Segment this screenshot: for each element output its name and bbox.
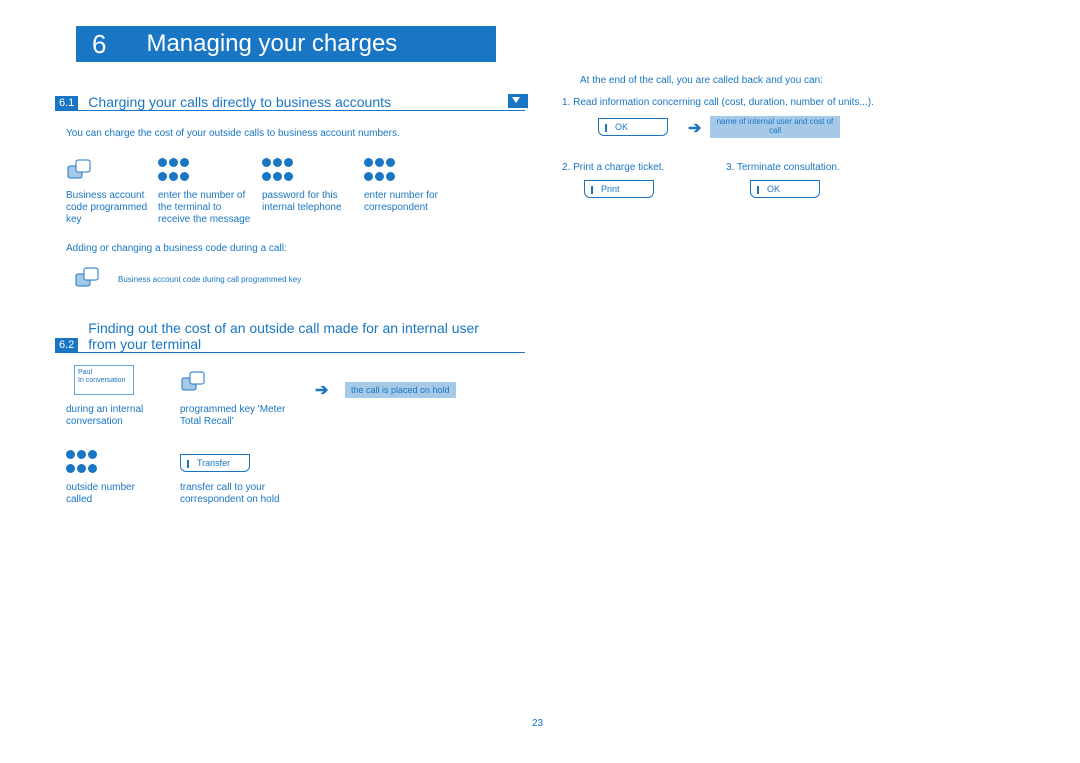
right-intro: At the end of the call, you are called b… bbox=[580, 75, 823, 86]
step-label: enter the number of the terminal to rece… bbox=[158, 190, 253, 226]
display-line2: In conversation bbox=[78, 377, 130, 385]
section-6-1-num: 6.1 bbox=[55, 96, 78, 110]
row1-label-1: during an internal conversation bbox=[66, 404, 161, 428]
softkey-ok-2: OK bbox=[750, 180, 820, 198]
section-6-1-subnote: Adding or changing a business code durin… bbox=[66, 243, 287, 254]
right-item3: 3. Terminate consultation. bbox=[726, 162, 840, 173]
right-item2: 2. Print a charge ticket. bbox=[562, 162, 664, 173]
section-6-1-intro: You can charge the cost of your outside … bbox=[66, 128, 400, 139]
keypad-icon bbox=[66, 450, 98, 476]
chapter-title: Managing your charges bbox=[146, 30, 397, 58]
row1-label-2: programmed key 'Meter Total Recall' bbox=[180, 404, 290, 428]
keypad-icon bbox=[158, 158, 190, 184]
phone-display-icon: Paul In conversation bbox=[74, 365, 134, 395]
row2-keypad bbox=[66, 450, 98, 482]
during-call-label: Business account code during call progra… bbox=[118, 275, 301, 284]
programmed-key-icon bbox=[180, 370, 210, 396]
row2-label-1: outside number called bbox=[66, 482, 156, 506]
section-6-1-title: Charging your calls directly to business… bbox=[88, 94, 391, 110]
arrow-icon: ➔ bbox=[688, 118, 701, 138]
chapter-number: 6 bbox=[92, 29, 106, 60]
row2-label-2: transfer call to your correspondent on h… bbox=[180, 482, 310, 506]
section-6-2-num: 6.2 bbox=[55, 338, 78, 352]
arrow-icon: ➔ bbox=[315, 380, 328, 400]
business-code-during-call: Business account code during call progra… bbox=[74, 266, 301, 292]
section-6-2-header: 6.2 Finding out the cost of an outside c… bbox=[55, 320, 525, 353]
right-item1: 1. Read information concerning call (cos… bbox=[562, 97, 874, 108]
programmed-key-icon bbox=[66, 158, 96, 184]
row1-programmed-key bbox=[180, 370, 210, 404]
softkey-ok-1: OK bbox=[598, 118, 668, 136]
section-marker-icon bbox=[508, 94, 528, 108]
softkey-transfer: Transfer bbox=[180, 454, 250, 472]
step-label: password for this internal telephone bbox=[262, 190, 357, 214]
info-tag: name of internal user and cost of call bbox=[710, 116, 840, 138]
step-enter-terminal-number: enter the number of the terminal to rece… bbox=[158, 158, 253, 226]
keypad-icon bbox=[262, 158, 294, 184]
step-enter-correspondent: enter number for correspondent bbox=[364, 158, 464, 214]
section-6-1-header: 6.1 Charging your calls directly to busi… bbox=[55, 94, 525, 111]
programmed-key-icon bbox=[74, 266, 104, 292]
softkey-print: Print bbox=[584, 180, 654, 198]
step-password: password for this internal telephone bbox=[262, 158, 357, 214]
section-6-2-title: Finding out the cost of an outside call … bbox=[88, 320, 508, 352]
step-label: Business account code programmed key bbox=[66, 190, 156, 226]
step-business-account-code: Business account code programmed key bbox=[66, 158, 156, 226]
page-number: 23 bbox=[532, 718, 543, 729]
hold-badge: the call is placed on hold bbox=[345, 382, 456, 398]
chapter-banner: 6 Managing your charges bbox=[76, 26, 496, 62]
step-label: enter number for correspondent bbox=[364, 190, 464, 214]
display-line1: Paul bbox=[78, 369, 130, 377]
keypad-icon bbox=[364, 158, 396, 184]
